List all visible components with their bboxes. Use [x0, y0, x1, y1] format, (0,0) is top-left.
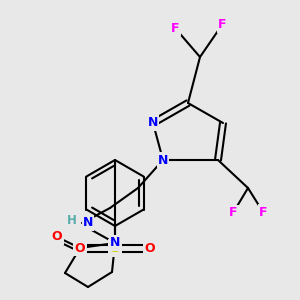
Text: N: N — [110, 236, 120, 250]
Text: N: N — [83, 217, 93, 230]
Text: F: F — [229, 206, 237, 220]
Text: S: S — [110, 241, 121, 256]
Text: F: F — [171, 22, 179, 34]
Text: N: N — [158, 154, 168, 166]
Text: F: F — [218, 19, 226, 32]
Text: O: O — [145, 242, 155, 254]
Text: N: N — [148, 116, 158, 130]
Text: F: F — [259, 206, 267, 218]
Text: O: O — [75, 242, 85, 254]
Text: O: O — [52, 230, 62, 244]
Text: H: H — [67, 214, 77, 227]
